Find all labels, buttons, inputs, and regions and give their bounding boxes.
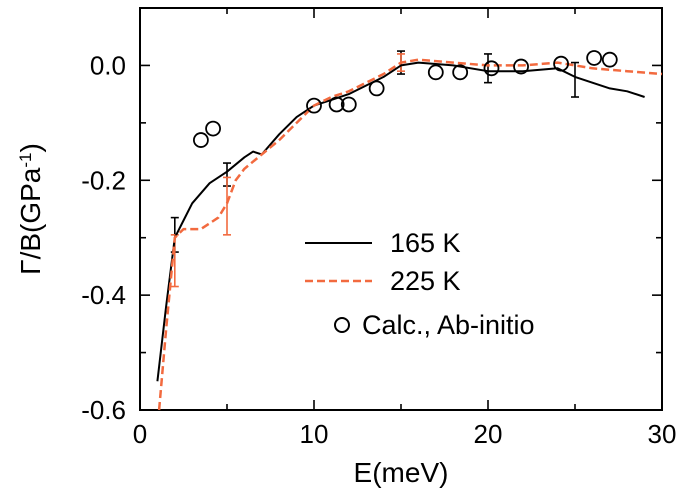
y-tick-label: -0.2 <box>81 165 126 195</box>
series-markers <box>192 50 618 148</box>
calc-point <box>483 60 500 77</box>
calc-point <box>328 96 345 113</box>
calc-point <box>452 64 469 81</box>
legend-label-165k: 165 K <box>390 228 461 258</box>
y-axis-title-exponent: -1 <box>16 152 35 167</box>
axes: 0 10 20 30 -0.6 -0.4 -0.2 0.0 <box>81 7 677 449</box>
calc-point <box>586 50 603 66</box>
y-tick-label: 0.0 <box>90 50 126 80</box>
x-tick-label: 0 <box>133 419 147 449</box>
y-tick-label: -0.6 <box>81 395 126 425</box>
x-tick-label: 20 <box>474 419 503 449</box>
y-axis-title-main: Γ/B(GPa <box>15 167 46 275</box>
series-line-225k <box>157 58 663 411</box>
y-tick-label: -0.4 <box>81 280 126 310</box>
legend-marker-calc <box>334 317 350 333</box>
x-tick-label: 30 <box>648 419 677 449</box>
series-line-165k <box>156 61 645 382</box>
calc-point <box>192 132 209 148</box>
legend-label-225k: 225 K <box>390 266 461 296</box>
x-axis-title: E(meV) <box>354 457 449 488</box>
calc-point <box>553 55 569 72</box>
y-axis-title-close: ) <box>15 143 46 152</box>
calc-point <box>513 58 529 75</box>
calc-point <box>340 96 357 113</box>
calc-point <box>601 51 618 68</box>
y-axis-title: Γ/B(GPa-1) <box>15 143 46 275</box>
series-lines <box>156 58 663 411</box>
calc-point <box>368 80 385 97</box>
calc-point <box>427 64 444 81</box>
legend: 165 K 225 K Calc., Ab-initio <box>305 228 535 340</box>
calc-point <box>205 120 221 137</box>
calc-point <box>306 97 322 114</box>
legend-label-calc: Calc., Ab-initio <box>362 310 535 340</box>
x-tick-label: 10 <box>300 419 329 449</box>
